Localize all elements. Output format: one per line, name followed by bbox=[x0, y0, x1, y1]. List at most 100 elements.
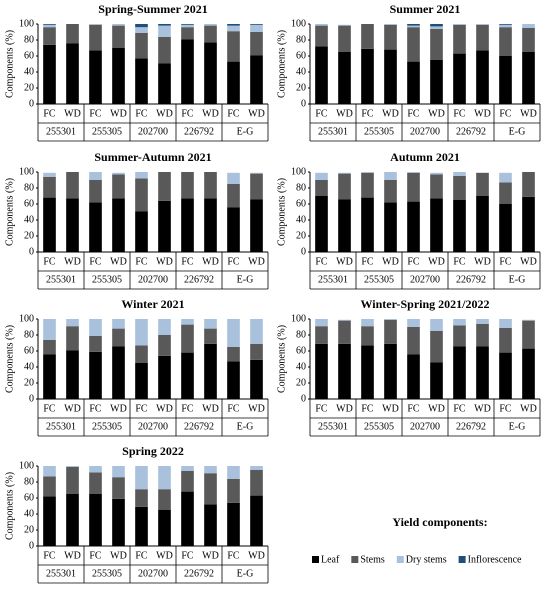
group-label: 255305 bbox=[364, 274, 394, 285]
bar-segment bbox=[181, 24, 194, 25]
bar-segment bbox=[43, 496, 56, 546]
bar-segment bbox=[453, 200, 466, 252]
y-tick-label: 80 bbox=[296, 182, 306, 193]
bar-segment bbox=[66, 319, 79, 327]
bar-segment bbox=[522, 319, 535, 321]
bar-segment bbox=[89, 202, 102, 252]
bar-segment bbox=[315, 172, 328, 180]
bar-segment bbox=[361, 172, 374, 198]
y-tick-label: 100 bbox=[291, 18, 306, 29]
group-label: E-G bbox=[237, 421, 254, 432]
bar-segment bbox=[181, 24, 194, 28]
bar-segment bbox=[361, 48, 374, 104]
bar-segment bbox=[250, 173, 263, 200]
bar-segment bbox=[453, 172, 466, 176]
bar-segment bbox=[135, 211, 148, 252]
bar-segment bbox=[315, 24, 328, 26]
bar-segment bbox=[135, 32, 148, 59]
y-tick-label: 20 bbox=[24, 377, 34, 388]
x-tick-label: FC bbox=[89, 550, 102, 561]
bar-segment bbox=[407, 172, 420, 202]
bar-segment bbox=[135, 58, 148, 104]
bar-segment bbox=[407, 327, 420, 355]
bar-segment bbox=[384, 180, 397, 203]
legend-swatch bbox=[396, 556, 404, 563]
bar-segment bbox=[43, 44, 56, 104]
group-label: 226792 bbox=[184, 126, 214, 137]
bar-segment bbox=[66, 198, 79, 252]
y-tick-label: 40 bbox=[24, 66, 34, 77]
x-tick-label: FC bbox=[361, 108, 374, 119]
bar-segment bbox=[361, 197, 374, 252]
y-tick-label: 60 bbox=[24, 50, 34, 61]
bar-segment bbox=[250, 319, 263, 344]
bar-segment bbox=[112, 498, 125, 546]
x-tick-label: WD bbox=[428, 108, 445, 119]
chart-title: Winter-Spring 2021/2022 bbox=[360, 297, 489, 311]
legend-label: Inflorescence bbox=[468, 554, 522, 565]
bar-segment bbox=[522, 196, 535, 252]
bar-segment bbox=[135, 489, 148, 507]
bar-segment bbox=[204, 343, 217, 399]
bar-segment bbox=[250, 24, 263, 32]
y-tick-label: 100 bbox=[291, 313, 306, 324]
x-tick-label: FC bbox=[135, 256, 148, 267]
bar-segment bbox=[89, 351, 102, 399]
x-tick-label: FC bbox=[227, 550, 240, 561]
bar-segment bbox=[89, 180, 102, 203]
x-tick-label: WD bbox=[428, 256, 445, 267]
y-tick-label: 20 bbox=[296, 377, 306, 388]
x-tick-label: FC bbox=[361, 403, 374, 414]
bar-segment bbox=[250, 32, 263, 56]
y-axis-label: Components (%) bbox=[276, 178, 287, 246]
y-tick-label: 20 bbox=[24, 82, 34, 93]
bar-segment bbox=[89, 466, 102, 473]
bar-segment bbox=[476, 172, 489, 196]
bar-segment bbox=[522, 52, 535, 104]
x-tick-label: FC bbox=[227, 256, 240, 267]
bar-segment bbox=[227, 61, 240, 104]
y-tick-label: 100 bbox=[19, 18, 34, 29]
bar-segment bbox=[476, 323, 489, 347]
x-tick-label: FC bbox=[315, 256, 328, 267]
group-label: 202700 bbox=[410, 126, 440, 137]
group-label: 255301 bbox=[318, 421, 348, 432]
bar-segment bbox=[522, 348, 535, 399]
y-tick-label: 60 bbox=[296, 198, 306, 209]
bar-segment bbox=[384, 319, 397, 320]
y-tick-label: 80 bbox=[24, 329, 34, 340]
y-tick-label: 60 bbox=[24, 345, 34, 356]
bar-segment bbox=[499, 24, 512, 28]
x-tick-label: WD bbox=[110, 108, 127, 119]
bar-segment bbox=[407, 172, 420, 173]
bar-segment bbox=[181, 324, 194, 353]
y-tick-label: 60 bbox=[24, 492, 34, 503]
bar-segment bbox=[338, 25, 351, 52]
x-tick-label: WD bbox=[248, 108, 265, 119]
group-label: 226792 bbox=[456, 126, 486, 137]
bar-segment bbox=[181, 352, 194, 399]
bar-segment bbox=[43, 24, 56, 25]
bar-segment bbox=[43, 176, 56, 198]
x-tick-label: WD bbox=[110, 256, 127, 267]
bar-segment bbox=[361, 345, 374, 399]
y-tick-label: 40 bbox=[24, 508, 34, 519]
y-tick-label: 40 bbox=[296, 214, 306, 225]
chart-title: Spring-Summer 2021 bbox=[98, 2, 207, 16]
bar-segment bbox=[112, 328, 125, 347]
bar-segment bbox=[181, 198, 194, 252]
bar-segment bbox=[158, 25, 171, 37]
bar-segment bbox=[430, 331, 443, 363]
legend-swatch bbox=[351, 556, 359, 563]
y-axis-label: Components (%) bbox=[4, 325, 15, 393]
bar-segment bbox=[384, 49, 397, 104]
x-tick-label: FC bbox=[407, 256, 420, 267]
bar-segment bbox=[384, 24, 397, 25]
x-tick-label: FC bbox=[315, 403, 328, 414]
bar-segment bbox=[204, 198, 217, 252]
group-label: 255301 bbox=[46, 421, 76, 432]
y-tick-label: 20 bbox=[296, 230, 306, 241]
group-label: 226792 bbox=[184, 568, 214, 579]
bar-segment bbox=[135, 319, 148, 346]
